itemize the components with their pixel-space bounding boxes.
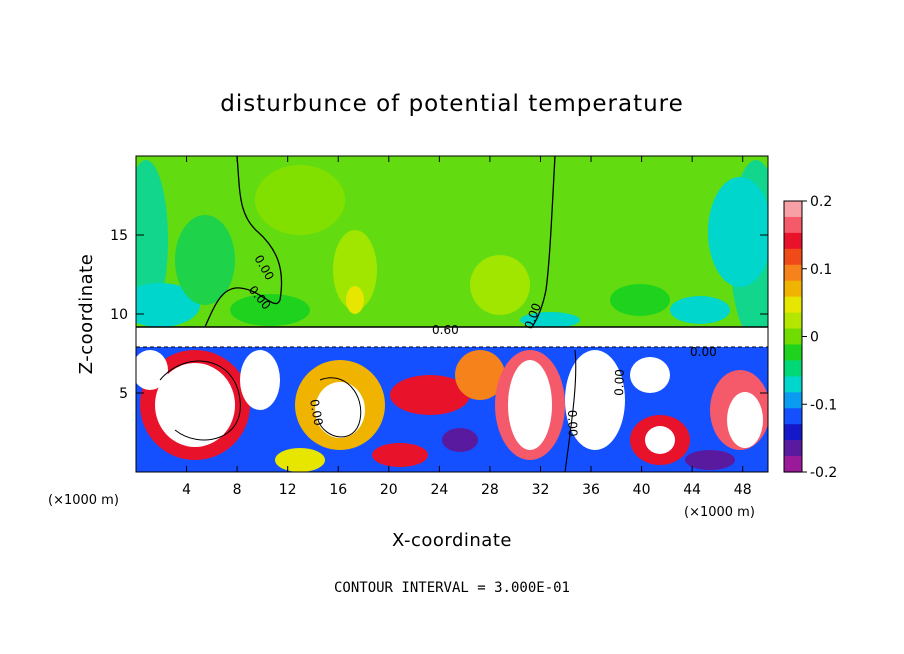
colorbar-swatch — [784, 264, 802, 282]
contour-label: 0.00 — [612, 369, 627, 396]
field-patch — [372, 443, 428, 467]
x-tick-label: 20 — [380, 482, 398, 498]
field-patch — [346, 286, 364, 314]
colorbar-swatch — [784, 408, 802, 425]
colorbar-swatch — [784, 344, 802, 362]
field-patch — [727, 392, 763, 448]
x-axis-title: X-coordinate — [392, 530, 512, 551]
field-patch — [610, 284, 670, 316]
x-axis-unit-right: (×1000 m) — [684, 505, 755, 520]
x-tick-label: 12 — [279, 482, 297, 498]
field-patch — [708, 177, 768, 287]
field-patch — [470, 255, 530, 315]
contour-label: 0.00 — [307, 398, 325, 427]
colorbar-tick-label: -0.2 — [810, 465, 837, 481]
colorbar-swatch — [784, 201, 802, 218]
field-patch — [230, 294, 310, 326]
contour-line — [531, 156, 556, 328]
field-patch — [520, 312, 580, 328]
field-patch — [442, 428, 478, 452]
field-patch — [630, 357, 670, 393]
colorbar-tick-label: 0.2 — [810, 194, 832, 210]
colorbar-swatch — [784, 280, 802, 298]
x-tick-label: 48 — [734, 482, 752, 498]
colorbar-swatch — [784, 232, 802, 250]
field-patch — [155, 363, 235, 447]
contour-line — [159, 360, 241, 441]
colorbar-swatch — [784, 440, 802, 457]
x-tick-label: 8 — [233, 482, 242, 498]
x-tick-label: 4 — [182, 482, 191, 498]
y-axis-title: Z-coordinate — [76, 254, 97, 375]
field-patch — [645, 426, 675, 454]
y-axis: 5 10 15 — [110, 228, 768, 402]
colorbar: 0.2 0.1 0 -0.1 -0.2 — [783, 194, 837, 481]
colorbar-swatch — [784, 392, 802, 409]
x-tick-label: 28 — [481, 482, 499, 498]
colorbar-tick-label: -0.1 — [810, 397, 837, 413]
colorbar-swatch — [784, 376, 802, 393]
x-tick-label: 32 — [532, 482, 550, 498]
y-tick-label: 10 — [110, 307, 128, 323]
field-patch — [565, 350, 625, 450]
colorbar-swatch — [784, 328, 802, 346]
field-patches — [136, 156, 768, 472]
colorbar-swatch — [784, 312, 802, 330]
colorbar-swatch — [784, 424, 802, 441]
colorbar-swatch — [784, 360, 802, 377]
x-tick-label: 36 — [582, 482, 600, 498]
field-patch — [136, 160, 168, 320]
x-tick-label: 16 — [329, 482, 347, 498]
field-patch — [315, 382, 365, 438]
contour-label: 0.60 — [432, 323, 459, 337]
field-patch — [390, 375, 470, 415]
contour-line — [317, 377, 362, 438]
colorbar-swatch — [784, 248, 802, 266]
colorbar-tick-label: 0.1 — [810, 262, 832, 278]
field-patch — [455, 350, 505, 400]
x-tick-label: 44 — [683, 482, 701, 498]
field-patch — [175, 215, 235, 305]
contour-label: 0.00 — [565, 410, 580, 437]
field-patch — [240, 350, 280, 410]
chart-title: disturbunce of potential temperature — [220, 91, 684, 117]
field-patch — [255, 165, 345, 235]
y-tick-label: 5 — [119, 386, 128, 402]
colorbar-swatch — [784, 296, 802, 314]
contour-label: 0.00 — [690, 345, 717, 359]
y-tick-label: 15 — [110, 228, 128, 244]
contour-interval-note: CONTOUR INTERVAL = 3.000E-01 — [334, 580, 570, 596]
contour-line — [564, 349, 577, 472]
inversion-band — [136, 327, 768, 347]
field-patch — [136, 350, 168, 390]
field-patch — [685, 450, 735, 470]
plot-area: 0.00 0.00 0.60 0.00 0.00 0.00 0.00 0.00 — [135, 155, 769, 473]
x-axis: 4 8 12 16 20 24 28 32 36 40 44 48 — [182, 156, 752, 498]
field-patch — [275, 448, 325, 472]
contour-line — [204, 156, 283, 328]
field-patch — [508, 360, 552, 450]
x-axis-unit-left: (×1000 m) — [48, 493, 119, 508]
colorbar-swatch — [784, 216, 802, 234]
field-patch — [670, 296, 730, 324]
x-tick-label: 40 — [633, 482, 651, 498]
colorbar-swatch — [784, 456, 802, 473]
field-patch — [333, 230, 377, 310]
field-patch — [136, 283, 200, 327]
colorbar-tick-label: 0 — [810, 330, 819, 346]
x-tick-label: 24 — [430, 482, 448, 498]
